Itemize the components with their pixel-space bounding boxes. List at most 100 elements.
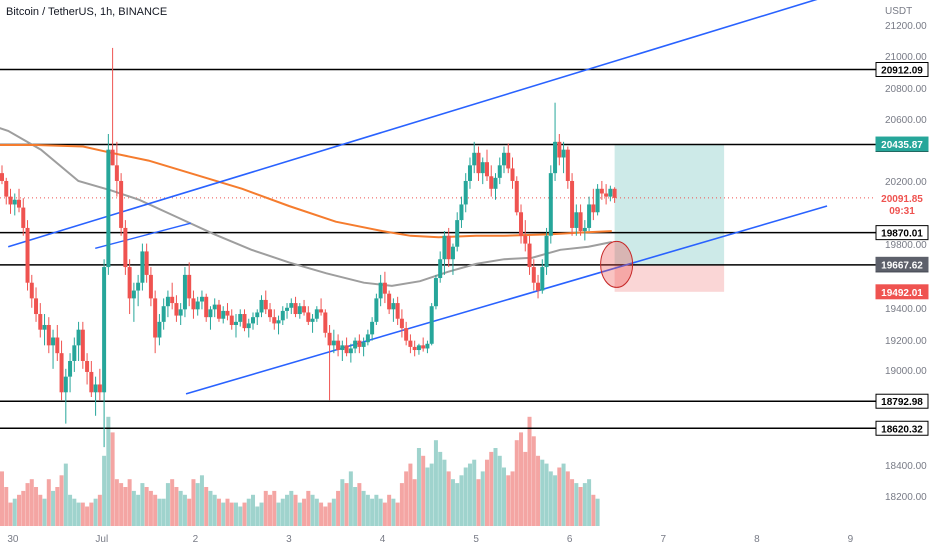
- candle-body: [540, 267, 545, 291]
- candle-body: [553, 141, 558, 174]
- candle: [527, 235, 532, 275]
- candle-body: [331, 340, 336, 346]
- time-axis-label: 7: [660, 534, 666, 545]
- candle: [582, 220, 587, 241]
- candle-body: [502, 152, 507, 166]
- candle-body: [523, 235, 528, 244]
- volume-bar: [399, 483, 404, 526]
- volume-bar: [370, 498, 375, 526]
- candle: [493, 173, 498, 200]
- candle-body: [34, 298, 39, 315]
- candle-body: [233, 321, 238, 325]
- candle: [4, 177, 9, 205]
- candle: [374, 293, 379, 325]
- volume-bar: [114, 479, 119, 526]
- price-badge-label: 19492.01: [881, 288, 923, 299]
- candle-body: [157, 321, 162, 338]
- candle-body: [106, 149, 111, 268]
- candle-body: [314, 309, 319, 319]
- candle: [519, 204, 524, 244]
- candle-body: [123, 227, 128, 268]
- candle-body: [208, 309, 213, 318]
- volume-bar: [251, 494, 256, 526]
- volume-bar: [314, 498, 319, 526]
- candle-body: [97, 384, 102, 393]
- volume-bar: [199, 475, 204, 526]
- volume-bar: [68, 494, 73, 526]
- volume-bar: [582, 483, 587, 526]
- volume-bar: [365, 494, 370, 526]
- volume-bar: [446, 471, 451, 526]
- candle: [76, 321, 81, 361]
- candle-body: [344, 345, 349, 354]
- candle: [285, 303, 290, 319]
- candle: [38, 303, 43, 338]
- volume-bar: [289, 490, 294, 526]
- candle-body: [340, 345, 345, 351]
- volume-bar: [382, 502, 387, 526]
- candle-body: [480, 162, 485, 174]
- candle: [127, 259, 132, 315]
- volume-bar: [148, 490, 153, 526]
- volume-bar: [46, 479, 51, 526]
- candle: [191, 290, 196, 319]
- candle: [591, 188, 596, 221]
- candle-body: [93, 384, 98, 393]
- candle: [51, 329, 56, 369]
- candle: [357, 334, 362, 354]
- volume-bar: [361, 490, 366, 526]
- candle-body: [404, 328, 409, 341]
- volume-bar: [591, 494, 596, 526]
- price-badge-label: 20435.87: [881, 140, 923, 151]
- candle: [46, 317, 51, 354]
- candle: [280, 306, 285, 325]
- candle-body: [395, 303, 400, 319]
- volume-bar: [106, 416, 111, 526]
- candle: [68, 353, 73, 393]
- volume-bar: [72, 498, 77, 526]
- candle-body: [191, 298, 196, 310]
- volume-bar: [433, 440, 438, 526]
- candle-body: [153, 298, 158, 338]
- volume-bar: [255, 506, 260, 526]
- candle-body: [557, 141, 562, 158]
- candle-body: [463, 180, 468, 205]
- candle: [136, 274, 141, 307]
- candle: [242, 309, 247, 332]
- candle-body: [438, 259, 443, 279]
- volume-bar: [331, 498, 336, 526]
- price-axis-tick: 18400.00: [885, 461, 927, 472]
- candle: [165, 290, 170, 318]
- price-axis-tick: 19200.00: [885, 336, 927, 347]
- volume-bar: [519, 432, 524, 526]
- price-axis-tick: 21200.00: [885, 21, 927, 32]
- candle: [361, 337, 366, 357]
- candle: [174, 295, 179, 322]
- candle: [251, 312, 256, 330]
- volume-bar: [119, 483, 124, 526]
- candle: [574, 204, 579, 236]
- price-badge: [875, 136, 929, 152]
- volume-bar: [327, 502, 332, 526]
- price-axis-tick: 19000.00: [885, 366, 927, 377]
- candle-body: [85, 360, 90, 372]
- volume-bar: [344, 483, 349, 526]
- volume-bar: [527, 416, 532, 526]
- volume-bar: [506, 475, 511, 526]
- candle-body: [506, 152, 511, 169]
- candle-body: [199, 296, 204, 302]
- candle: [272, 309, 277, 330]
- candle-body: [310, 318, 315, 322]
- candle-body: [365, 334, 370, 343]
- candle-body: [595, 188, 600, 213]
- candle-body: [242, 314, 247, 329]
- candle-body: [229, 315, 234, 325]
- volume-bar: [136, 494, 141, 526]
- candle: [85, 353, 90, 385]
- candle-body: [246, 323, 251, 329]
- candle: [323, 309, 328, 338]
- volume-bar: [29, 479, 34, 526]
- channel-lower-line: [185, 205, 828, 395]
- candle: [433, 274, 438, 310]
